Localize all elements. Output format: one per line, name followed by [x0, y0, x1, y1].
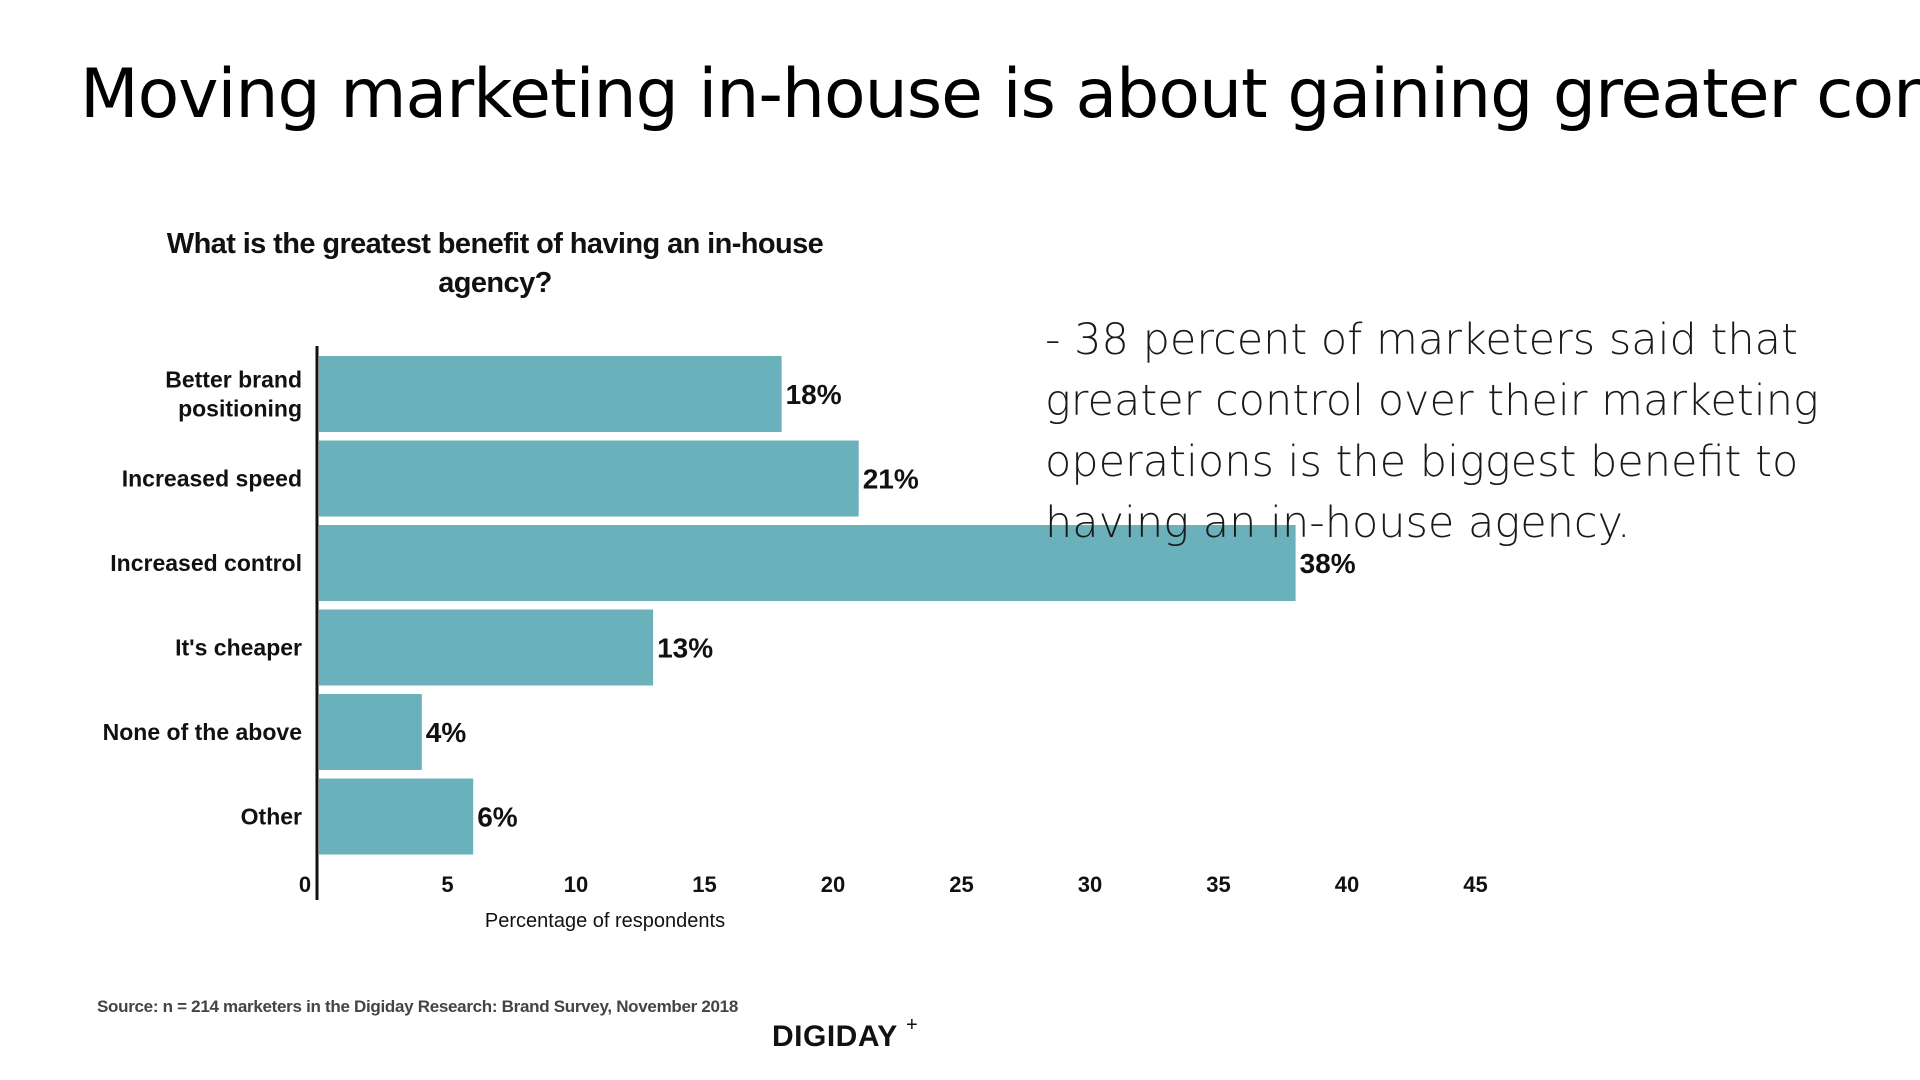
data-label: 13% [657, 633, 713, 664]
bar [319, 778, 474, 855]
bar [319, 440, 859, 517]
x-tick-label: 25 [949, 872, 973, 897]
category-label: Increased control [110, 550, 302, 576]
chart-title: What is the greatest benefit of having a… [130, 225, 860, 303]
data-label: 18% [786, 379, 842, 410]
category-label: It's cheaper [175, 635, 302, 661]
slide-title: Moving marketing in-house is about gaini… [80, 55, 1920, 134]
x-tick-label: 10 [564, 872, 588, 897]
source-note: Source: n = 214 marketers in the Digiday… [97, 997, 738, 1016]
bar [319, 356, 782, 432]
data-label: 21% [863, 464, 919, 495]
chart-title-line: agency? [438, 267, 552, 299]
x-tick-label: 35 [1206, 872, 1230, 897]
category-label: Increased speed [122, 466, 302, 492]
x-tick-label: 30 [1078, 872, 1102, 897]
x-tick-label: 0 [299, 872, 311, 897]
bar [319, 694, 422, 770]
chart-title-line: What is the greatest benefit of having a… [166, 228, 824, 260]
digiday-plus-mark: + [906, 1014, 918, 1036]
category-label: Better brand [165, 367, 302, 393]
category-label: None of the above [103, 719, 302, 745]
data-label: 38% [1300, 548, 1356, 579]
data-label: 4% [426, 717, 467, 748]
category-label: Other [241, 804, 302, 830]
category-label: positioning [178, 396, 302, 422]
x-tick-label: 20 [821, 872, 845, 897]
x-axis-label: Percentage of respondents [485, 910, 725, 932]
bar [319, 609, 654, 686]
x-tick-label: 5 [441, 872, 453, 897]
x-tick-label: 15 [692, 872, 716, 897]
bar [319, 525, 1296, 601]
digiday-logo: DIGIDAY [772, 1020, 898, 1053]
x-tick-label: 45 [1463, 872, 1487, 897]
data-label: 6% [477, 802, 518, 833]
key-finding-text: - 38 percent of marketers said that grea… [1045, 315, 1819, 548]
x-tick-label: 40 [1335, 872, 1359, 897]
